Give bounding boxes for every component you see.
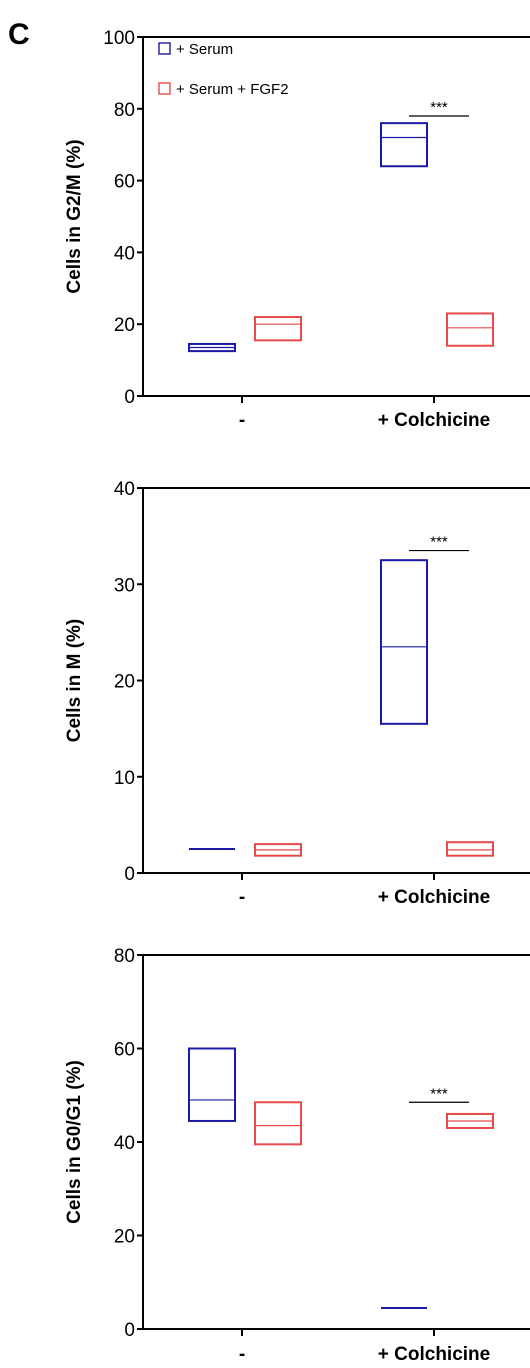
chart-panel-1: 0 20 40 60 80 100 Cells in G2/M (%) - + Colchici…: [64, 28, 530, 431]
y-tick-label: 40: [114, 479, 135, 500]
y-tick-label: 100: [103, 28, 135, 49]
box-rect: [254, 316, 302, 342]
y-tick-label: 0: [124, 1320, 135, 1341]
box-serum-fgf2-colchicine: [446, 312, 494, 347]
significance-label: ***: [430, 99, 448, 116]
y-tick-label: 20: [114, 1227, 135, 1248]
legend-label-serum-fgf2: + Serum + FGF2: [176, 81, 289, 98]
y-axis-title: Cells in G0/G1 (%): [64, 1060, 85, 1224]
box-rect: [446, 841, 494, 857]
box-serum-fgf2-colchicine: [446, 1112, 494, 1129]
significance-label: ***: [430, 534, 448, 551]
x-category-label: -: [239, 410, 245, 431]
box-rect: [380, 559, 428, 725]
box-serum-colchicine: [380, 559, 428, 725]
y-tick-label: 0: [124, 387, 135, 408]
box-rect: [188, 1047, 236, 1122]
box-serum-control: [188, 342, 236, 353]
chart-panel-3: 0 20 40 60 80 Cells in G0/G1 (%) - + Colchicine…: [64, 946, 530, 1365]
box-serum-fgf2-control: [254, 1101, 302, 1146]
y-tick-label: 60: [114, 172, 135, 193]
box-rect: [254, 1101, 302, 1146]
x-category-label: + Colchicine: [378, 887, 490, 908]
legend-label-serum: + Serum: [176, 41, 233, 58]
box-rect: [380, 122, 428, 168]
chart-panel-2: 0 10 20 30 40 Cells in M (%) - + Colchicine ***: [64, 479, 530, 908]
y-axis-title: Cells in G2/M (%): [64, 139, 85, 293]
significance-label: ***: [430, 1085, 448, 1102]
y-tick-label: 20: [114, 672, 135, 693]
y-tick-label: 60: [114, 1040, 135, 1061]
panel-label: C: [8, 18, 30, 51]
y-tick-label: 80: [114, 946, 135, 967]
y-tick-label: 30: [114, 575, 135, 596]
y-tick-label: 20: [114, 315, 135, 336]
y-tick-label: 80: [114, 100, 135, 121]
box-serum-control: [188, 1047, 236, 1122]
x-category-label: + Colchicine: [378, 1344, 490, 1365]
box-serum-fgf2-colchicine: [446, 841, 494, 857]
box-rect: [446, 312, 494, 347]
x-category-label: -: [239, 1344, 245, 1365]
legend-swatch-serum: [158, 42, 171, 55]
y-tick-label: 0: [124, 864, 135, 885]
legend-swatch-serum-fgf2: [158, 82, 171, 95]
y-axis-title: Cells in M (%): [64, 619, 85, 743]
y-tick-label: 40: [114, 243, 135, 264]
x-category-label: + Colchicine: [378, 410, 490, 431]
box-serum-fgf2-control: [254, 843, 302, 857]
box-serum-fgf2-control: [254, 316, 302, 342]
legend: + Serum + Serum + FGF2: [158, 41, 289, 98]
y-tick-label: 10: [114, 768, 135, 789]
y-tick-label: 40: [114, 1133, 135, 1154]
box-serum-colchicine: [380, 122, 428, 168]
x-category-label: -: [239, 887, 245, 908]
